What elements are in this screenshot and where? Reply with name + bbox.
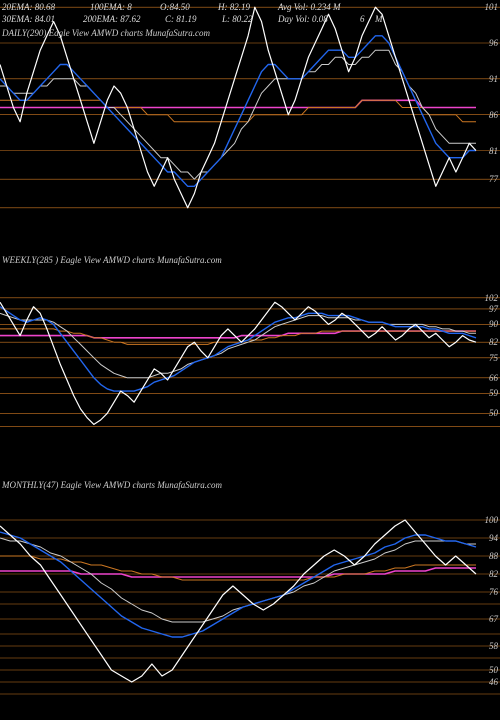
y-axis-label: 100 xyxy=(485,515,499,525)
weekly-chart-panel: 10297 90 82 75 66 59 50 xyxy=(0,280,500,440)
daily-chart-panel: 101 96 91 86 81 77 DAILY(290) Eagle View AMWD … xyxy=(0,0,500,215)
info-label: Avg Vol: 0.234 M xyxy=(278,2,341,12)
y-axis-label: 82 xyxy=(489,569,498,579)
info-label: O:84.50 xyxy=(160,2,190,12)
y-axis-label: 58 xyxy=(489,641,498,651)
info-label: 30EMA: 84.01 xyxy=(2,14,55,24)
y-axis-label: 46 xyxy=(489,677,498,687)
y-axis-label: 88 xyxy=(489,551,498,561)
info-label: Day Vol: 0.08 xyxy=(278,14,328,24)
y-axis-label: 96 xyxy=(489,38,498,48)
y-axis-label: 59 xyxy=(489,388,498,398)
y-axis-label: 76 xyxy=(489,587,498,597)
y-axis-label: 90 xyxy=(489,319,498,329)
y-axis-label: 66 xyxy=(489,373,498,383)
y-axis-label: 94 xyxy=(489,533,498,543)
info-label: 20EMA: 80.68 xyxy=(2,2,55,12)
y-axis-label: 97 xyxy=(489,304,498,314)
info-label: C: 81.19 xyxy=(165,14,197,24)
y-axis-label: 81 xyxy=(489,146,498,156)
y-axis-label: 91 xyxy=(489,74,498,84)
info-label: H: 82.19 xyxy=(218,2,250,12)
info-label: 6 xyxy=(360,14,365,24)
y-axis-label: 102 xyxy=(485,293,499,303)
weekly-title-strip: WEEKLY(285 ) Eagle View AMWD charts Muna… xyxy=(0,215,500,280)
y-axis-label: 75 xyxy=(489,353,498,363)
y-axis-label: 67 xyxy=(489,614,498,624)
panel-title: DAILY(290) Eagle View AMWD charts Munafa… xyxy=(2,28,210,38)
y-axis-label: 101 xyxy=(485,2,499,12)
info-label: 200EMA: 87.62 xyxy=(83,14,141,24)
panel-title: WEEKLY(285 ) Eagle View AMWD charts Muna… xyxy=(2,255,222,265)
info-label: M xyxy=(375,14,383,24)
y-axis-label: 50 xyxy=(489,408,498,418)
monthly-chart-panel: 100 94 88 82 76 67 58 50 46 xyxy=(0,505,500,700)
y-axis-label: 50 xyxy=(489,665,498,675)
y-axis-label: 82 xyxy=(489,337,498,347)
y-axis-label: 86 xyxy=(489,110,498,120)
y-axis-label: 77 xyxy=(489,174,498,184)
info-label: L: 80.22 xyxy=(222,14,253,24)
panel-title: MONTHLY(47) Eagle View AMWD charts Munaf… xyxy=(2,480,222,490)
info-label: 100EMA: 8 xyxy=(90,2,132,12)
monthly-title-strip: MONTHLY(47) Eagle View AMWD charts Munaf… xyxy=(0,440,500,505)
